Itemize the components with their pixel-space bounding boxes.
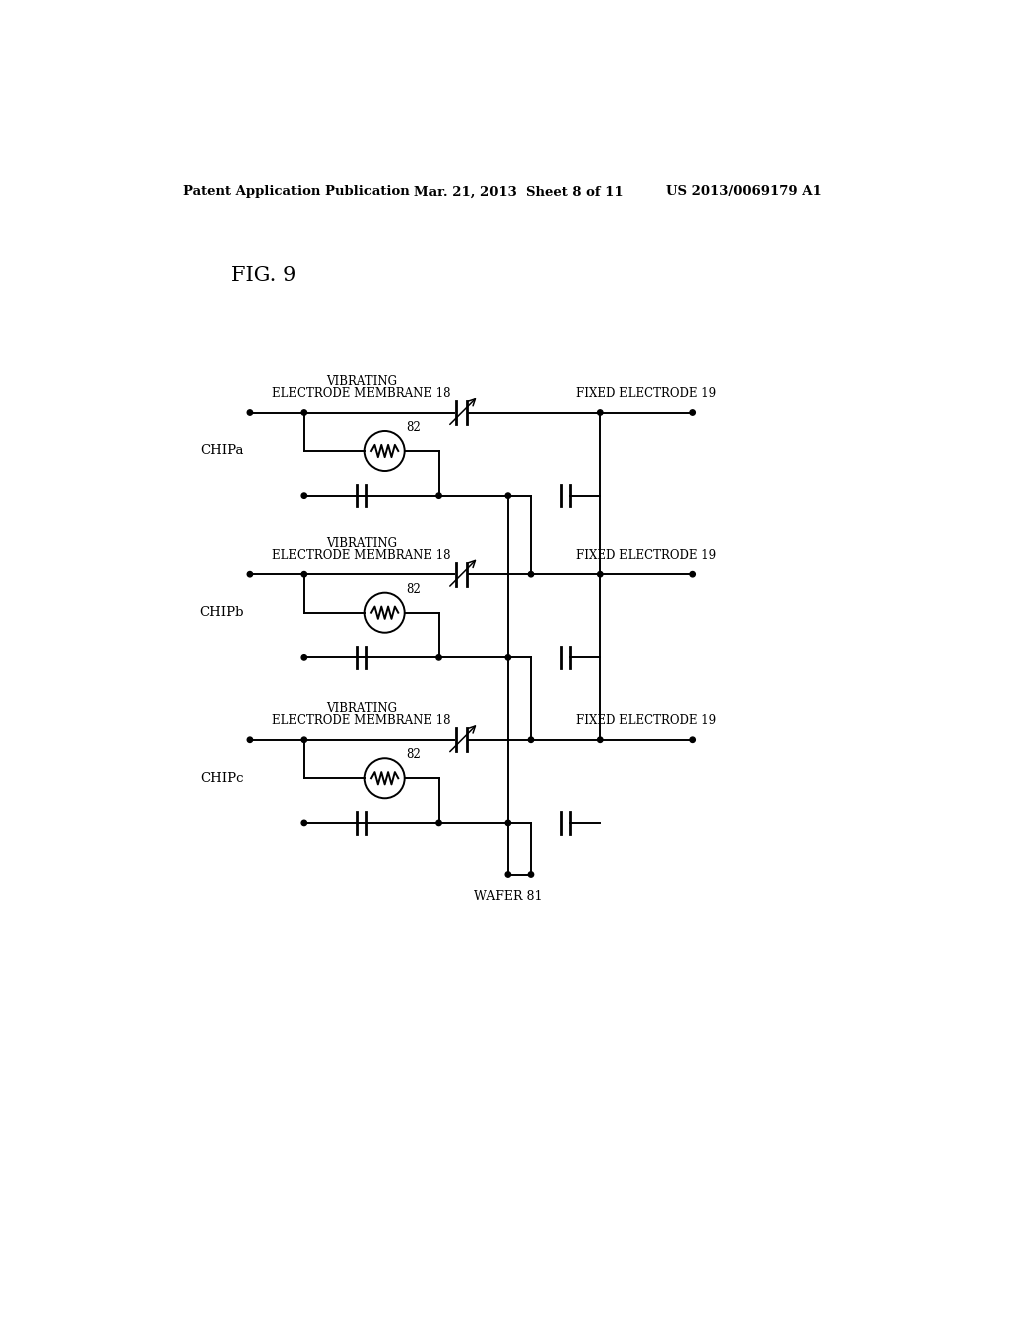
Text: FIXED ELECTRODE 19: FIXED ELECTRODE 19 <box>577 549 717 562</box>
Circle shape <box>247 737 253 742</box>
Text: Patent Application Publication: Patent Application Publication <box>183 185 410 198</box>
Circle shape <box>301 655 306 660</box>
Circle shape <box>505 492 511 499</box>
Circle shape <box>598 737 603 742</box>
Circle shape <box>301 820 306 825</box>
Circle shape <box>247 572 253 577</box>
Circle shape <box>505 820 511 825</box>
Text: VIBRATING: VIBRATING <box>326 702 397 715</box>
Text: FIXED ELECTRODE 19: FIXED ELECTRODE 19 <box>577 387 717 400</box>
Text: WAFER 81: WAFER 81 <box>474 890 542 903</box>
Circle shape <box>528 572 534 577</box>
Text: CHIPb: CHIPb <box>200 606 244 619</box>
Circle shape <box>301 492 306 499</box>
Circle shape <box>436 655 441 660</box>
Text: ELECTRODE MEMBRANE 18: ELECTRODE MEMBRANE 18 <box>272 549 451 562</box>
Circle shape <box>528 737 534 742</box>
Text: Mar. 21, 2013  Sheet 8 of 11: Mar. 21, 2013 Sheet 8 of 11 <box>414 185 624 198</box>
Text: VIBRATING: VIBRATING <box>326 375 397 388</box>
Circle shape <box>247 409 253 416</box>
Text: CHIPc: CHIPc <box>201 772 244 785</box>
Circle shape <box>690 409 695 416</box>
Circle shape <box>528 871 534 878</box>
Text: ELECTRODE MEMBRANE 18: ELECTRODE MEMBRANE 18 <box>272 387 451 400</box>
Circle shape <box>436 492 441 499</box>
Text: 82: 82 <box>407 421 421 434</box>
Circle shape <box>301 572 306 577</box>
Text: VIBRATING: VIBRATING <box>326 536 397 549</box>
Circle shape <box>598 572 603 577</box>
Text: ELECTRODE MEMBRANE 18: ELECTRODE MEMBRANE 18 <box>272 714 451 727</box>
Circle shape <box>690 737 695 742</box>
Circle shape <box>505 871 511 878</box>
Circle shape <box>505 655 511 660</box>
Circle shape <box>436 820 441 825</box>
Circle shape <box>301 737 306 742</box>
Circle shape <box>301 409 306 416</box>
Text: US 2013/0069179 A1: US 2013/0069179 A1 <box>666 185 821 198</box>
Text: FIXED ELECTRODE 19: FIXED ELECTRODE 19 <box>577 714 717 727</box>
Text: FIG. 9: FIG. 9 <box>230 267 296 285</box>
Text: 82: 82 <box>407 748 421 762</box>
Text: CHIPa: CHIPa <box>201 445 244 458</box>
Circle shape <box>598 409 603 416</box>
Text: 82: 82 <box>407 582 421 595</box>
Circle shape <box>690 572 695 577</box>
